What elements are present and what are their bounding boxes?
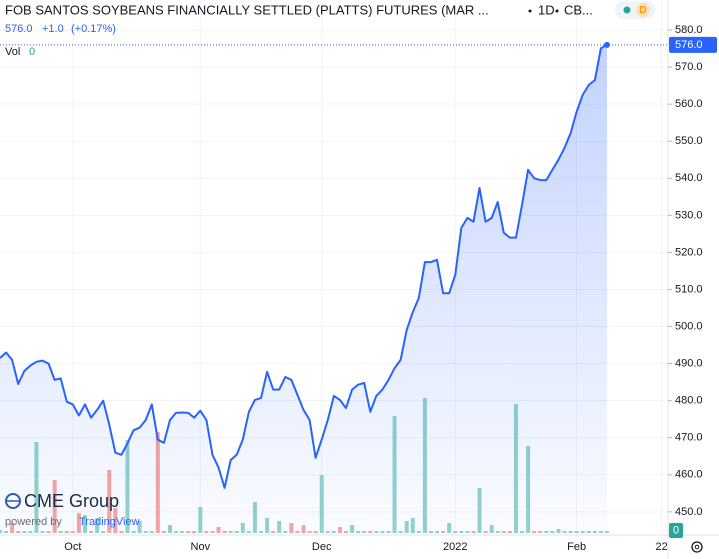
y-tick-label: 500.0 [675,320,703,332]
y-tick-label: 470.0 [675,432,703,444]
y-tick-label: 510.0 [675,283,703,295]
separator [528,9,532,13]
y-tick-label: 530.0 [675,209,703,221]
plot [0,41,668,534]
logo-text: CME Group [24,491,119,511]
y-tick-label: 520.0 [675,246,703,258]
y-tick-label: 460.0 [675,469,703,481]
y-tick-label: 450.0 [675,506,703,518]
badge-label: D [639,5,646,16]
y-tick-label: 570.0 [675,61,703,73]
grid [0,0,668,533]
price: 576.0 [5,23,33,35]
last-price-tag [669,36,717,53]
x-tick-label: Nov [191,541,211,553]
volume-tag [669,523,683,538]
settings-icon[interactable] [691,541,703,553]
x-tick-label: Oct [64,541,81,553]
volume-tag-label: 0 [673,524,679,536]
area [0,44,607,534]
badge [636,3,650,17]
provider: TradingView [79,516,140,528]
volume-label: Vol [5,46,20,58]
market-status [623,6,631,14]
last-price-label: 576.0 [675,39,703,51]
y-tick-label: 550.0 [675,135,703,147]
y-tick-label: 560.0 [675,98,703,110]
logo[interactable]: CME Group powered by TradingView [5,491,140,528]
gear [691,541,703,553]
x-tick-label: 22 [656,541,668,553]
chart-title: FOB SANTOS SOYBEANS FINANCIALLY SETTLED … [5,2,489,17]
x-tick-label: Feb [567,541,586,553]
powered-by: powered by [5,516,62,528]
x-tick-label: 2022 [443,541,467,553]
x-tick-label: Dec [312,541,332,553]
y-tick-label: 580.0 [675,24,703,36]
axes: 450.0 460.0 470.0 480.0 490.0 500.0 510.0 520.0… [64,24,717,553]
change-percent: (+0.17%) [71,23,116,35]
change: +1.0 [42,23,64,35]
gear [694,544,700,550]
interval: 1D [538,2,555,17]
separator [555,9,559,13]
y-tick-label: 490.0 [675,358,703,370]
volume-value: 0 [29,46,35,58]
y-tick-label: 480.0 [675,395,703,407]
price-line [0,43,608,489]
y-tick-label: 540.0 [675,172,703,184]
exchange: CB... [564,2,593,17]
